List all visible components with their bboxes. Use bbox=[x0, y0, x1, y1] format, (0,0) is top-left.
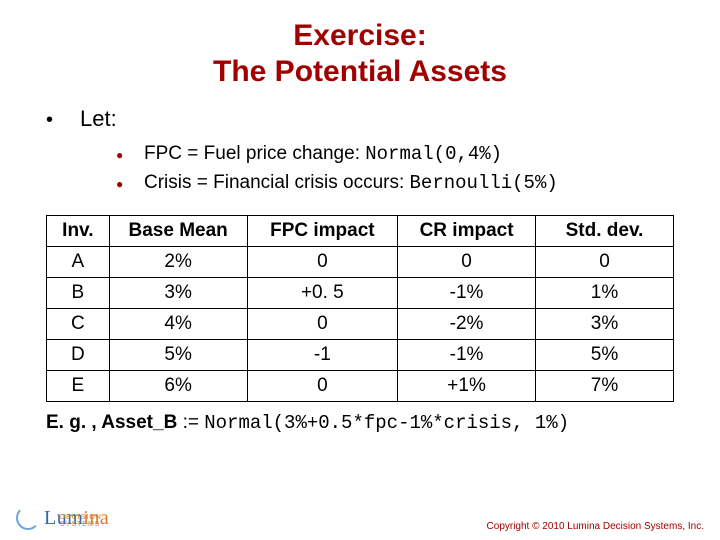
logo-tagline: DECISION SYSTEMS bbox=[60, 514, 109, 528]
lumina-logo: Lumina DECISION SYSTEMS bbox=[16, 506, 109, 530]
example-prefix: E. g. , bbox=[46, 412, 101, 433]
sub-bullet-list: ● FPC = Fuel price change: Normal(0,4%) … bbox=[116, 140, 674, 197]
col-cr-impact: CR impact bbox=[398, 216, 536, 247]
copyright-text: Copyright © 2010 Lumina Decision Systems… bbox=[487, 521, 704, 532]
table-row: D 5% -1 -1% 5% bbox=[47, 340, 674, 371]
crisis-code: Bernoulli(5%) bbox=[410, 172, 558, 194]
assets-table: Inv. Base Mean FPC impact CR impact Std.… bbox=[46, 215, 674, 402]
let-row: • Let: bbox=[46, 106, 674, 132]
example-assign: := bbox=[177, 412, 204, 433]
col-base-mean: Base Mean bbox=[109, 216, 247, 247]
let-label: Let: bbox=[80, 106, 117, 132]
sub-bullet-crisis: ● Crisis = Financial crisis occurs: Bern… bbox=[116, 169, 674, 198]
fpc-code: Normal(0,4%) bbox=[365, 143, 502, 165]
bullet-icon: ● bbox=[116, 147, 144, 164]
title-line-1: Exercise: bbox=[293, 19, 426, 52]
title-line-2: The Potential Assets bbox=[213, 55, 507, 88]
example-line: E. g. , Asset_B := Normal(3%+0.5*fpc-1%*… bbox=[46, 412, 674, 434]
fpc-text: FPC = Fuel price change: bbox=[144, 143, 365, 164]
table-row: E 6% 0 +1% 7% bbox=[47, 371, 674, 402]
bullet-icon: ● bbox=[116, 176, 144, 193]
example-code: Normal(3%+0.5*fpc-1%*crisis, 1%) bbox=[204, 412, 569, 434]
table-row: A 2% 0 0 0 bbox=[47, 247, 674, 278]
table-header-row: Inv. Base Mean FPC impact CR impact Std.… bbox=[47, 216, 674, 247]
example-asset: Asset_B bbox=[101, 412, 177, 433]
table-row: B 3% +0. 5 -1% 1% bbox=[47, 278, 674, 309]
sub-bullet-fpc: ● FPC = Fuel price change: Normal(0,4%) bbox=[116, 140, 674, 169]
col-fpc-impact: FPC impact bbox=[247, 216, 397, 247]
table-row: C 4% 0 -2% 3% bbox=[47, 309, 674, 340]
col-inv: Inv. bbox=[47, 216, 110, 247]
crisis-text: Crisis = Financial crisis occurs: bbox=[144, 172, 410, 193]
logo-swirl-icon bbox=[16, 506, 40, 530]
top-bullet: • bbox=[46, 109, 80, 132]
col-std-dev: Std. dev. bbox=[536, 216, 674, 247]
slide-title: Exercise: The Potential Assets bbox=[46, 18, 674, 90]
